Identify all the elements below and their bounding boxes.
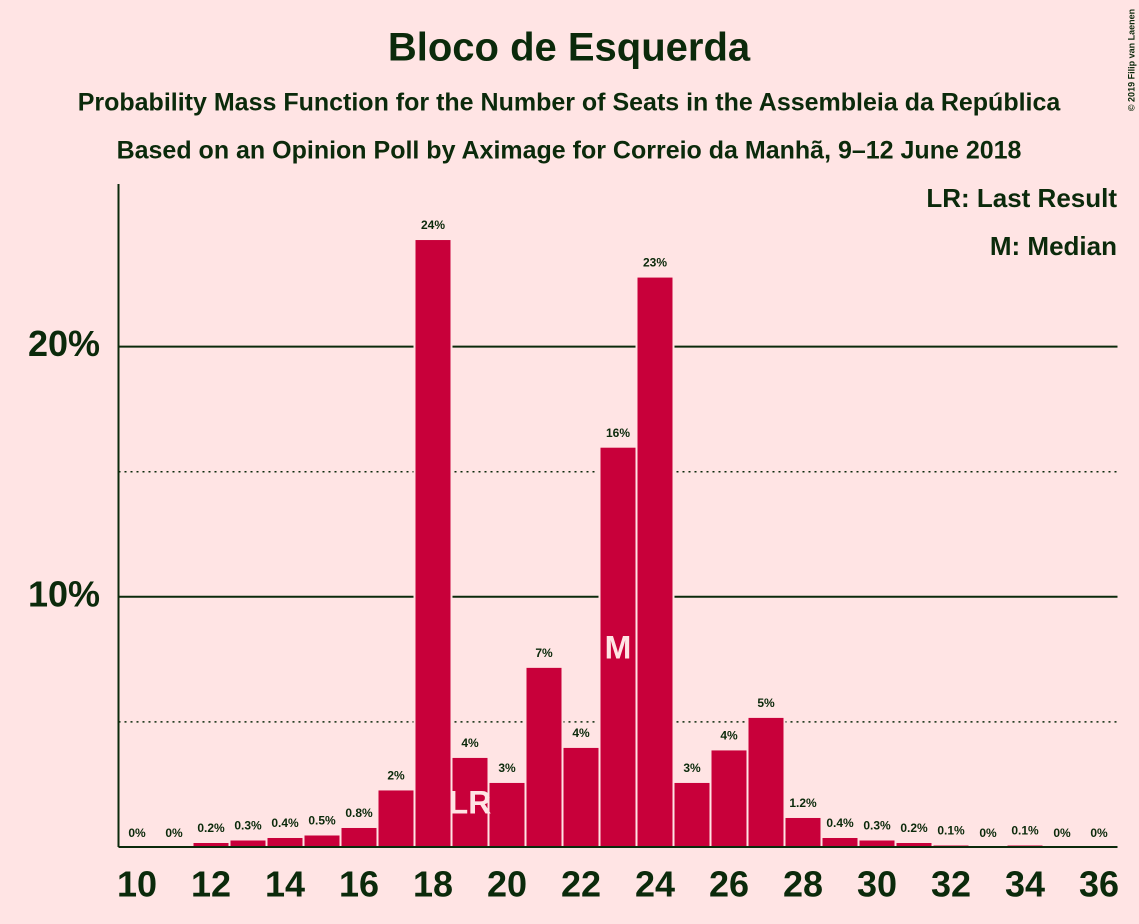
x-tick-label: 14 <box>265 864 305 905</box>
x-tick-label: 20 <box>487 864 527 905</box>
value-label: 4% <box>461 736 479 750</box>
bar <box>746 715 786 849</box>
x-tick-label: 26 <box>709 864 749 905</box>
x-tick-label: 36 <box>1079 864 1119 905</box>
value-label: 0.8% <box>345 806 373 820</box>
x-tick-label: 22 <box>561 864 601 905</box>
value-label: 0.4% <box>271 816 299 830</box>
subtitle: Based on an Opinion Poll by Aximage for … <box>117 137 1022 165</box>
bar <box>450 755 490 848</box>
value-label: 1.2% <box>789 796 817 810</box>
value-label: 4% <box>572 726 590 740</box>
value-label: 7% <box>535 646 553 660</box>
value-label: 3% <box>683 761 701 775</box>
copyright: © 2019 Filip van Laenen <box>1126 9 1136 111</box>
bar <box>228 838 268 848</box>
bar <box>783 815 823 848</box>
value-label: 24% <box>421 218 445 232</box>
legend-entry: M: Median <box>990 231 1117 261</box>
bar <box>339 825 379 849</box>
value-label: 5% <box>757 696 775 710</box>
value-label: 0% <box>1090 826 1108 840</box>
value-label: 2% <box>387 769 405 783</box>
x-tick-label: 34 <box>1005 864 1045 905</box>
x-tick-label: 16 <box>339 864 379 905</box>
bar <box>302 833 342 848</box>
x-tick-label: 24 <box>635 864 675 905</box>
x-tick-label: 30 <box>857 864 897 905</box>
value-label: 0.1% <box>1011 824 1039 838</box>
bar <box>487 780 527 848</box>
value-label: 0.3% <box>863 819 891 833</box>
value-label: 0.2% <box>197 821 225 835</box>
value-label: 0.5% <box>308 814 336 828</box>
bar <box>524 665 564 848</box>
value-label: 3% <box>498 761 516 775</box>
x-tick-label: 10 <box>117 864 157 905</box>
bar <box>820 835 860 848</box>
value-label: 4% <box>720 729 738 743</box>
x-tick-label: 12 <box>191 864 231 905</box>
marker-label: M <box>605 629 632 665</box>
bar <box>376 788 416 848</box>
x-tick-label: 32 <box>931 864 971 905</box>
value-label: 0% <box>1053 826 1071 840</box>
value-label: 0% <box>979 826 997 840</box>
marker-label: LR <box>449 784 492 820</box>
bar <box>265 835 305 848</box>
y-tick-label: 20% <box>28 323 100 364</box>
value-label: 0% <box>128 826 146 840</box>
bar <box>672 780 712 848</box>
x-tick-label: 28 <box>783 864 823 905</box>
bar <box>413 238 453 848</box>
legend-entry: LR: Last Result <box>926 183 1117 213</box>
subtitle: Probability Mass Function for the Number… <box>78 89 1062 117</box>
y-tick-label: 10% <box>28 573 100 614</box>
value-label: 16% <box>606 426 630 440</box>
value-label: 0% <box>165 826 183 840</box>
bar <box>709 748 749 848</box>
value-label: 0.3% <box>234 819 262 833</box>
value-label: 0.1% <box>937 824 965 838</box>
value-label: 0.2% <box>900 821 928 835</box>
x-tick-label: 18 <box>413 864 453 905</box>
chart-title: Bloco de Esquerda <box>388 26 751 70</box>
bar <box>561 745 601 848</box>
bar <box>635 275 675 848</box>
bar <box>598 445 638 848</box>
bar <box>857 838 897 848</box>
value-label: 0.4% <box>826 816 854 830</box>
value-label: 23% <box>643 256 667 270</box>
